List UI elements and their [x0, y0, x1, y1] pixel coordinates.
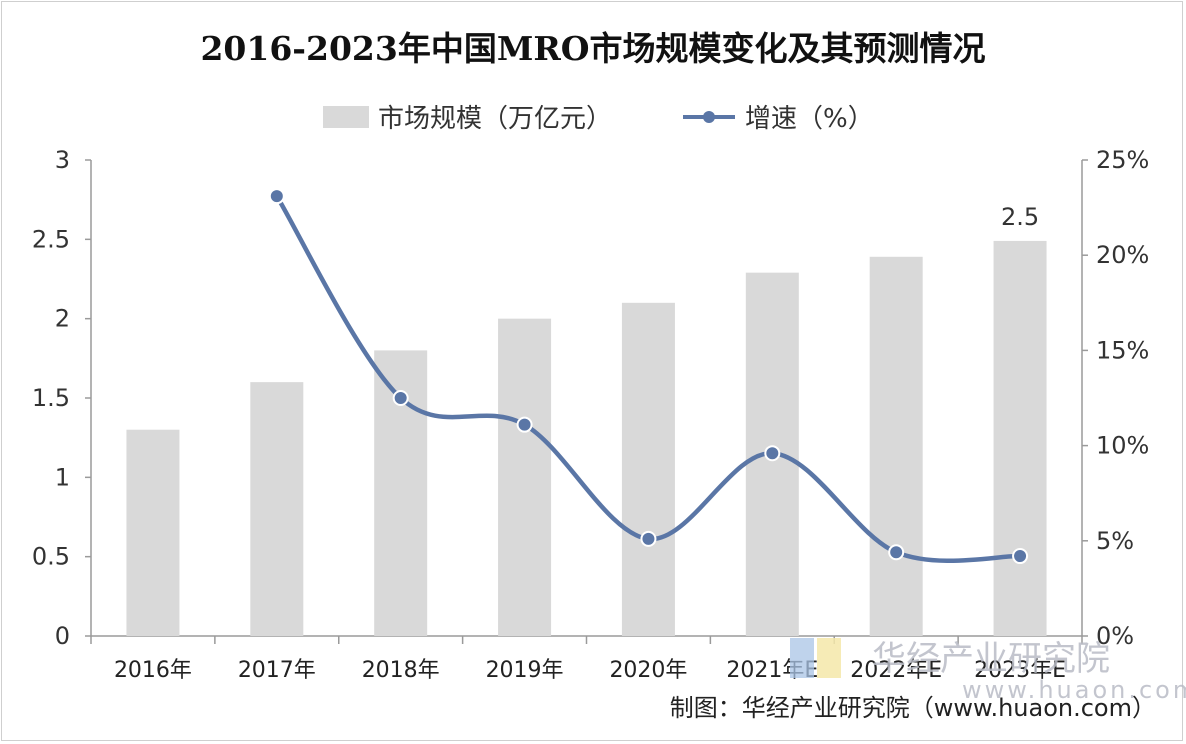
- left-ticks: 0 0.5 1 1.5 2 2.5 3: [32, 146, 91, 650]
- bars: [126, 240, 1047, 637]
- watermark-url: www.huaon.com: [962, 676, 1186, 704]
- left-tick-label: 1: [55, 463, 70, 491]
- growth-point: [764, 445, 781, 462]
- right-tick-label: 15%: [1096, 336, 1149, 364]
- x-tick-label: 2018年: [362, 658, 440, 683]
- bar: [993, 240, 1047, 637]
- x-tick-label: 2020年: [609, 658, 687, 683]
- x-tick-label: 2022年E: [850, 658, 942, 683]
- bar: [498, 318, 552, 636]
- x-tick-label: 2023年E: [974, 658, 1066, 683]
- watermark-logo-left: [790, 638, 814, 678]
- bar: [621, 302, 675, 636]
- right-tick-label: 5%: [1096, 527, 1134, 555]
- x-tick-label: 2019年: [486, 658, 564, 683]
- bar: [250, 382, 304, 636]
- left-tick-label: 0: [55, 622, 70, 650]
- bar: [869, 256, 923, 636]
- bar: [126, 429, 180, 636]
- right-tick-label: 20%: [1096, 241, 1149, 269]
- left-tick-label: 2.5: [32, 225, 70, 253]
- right-tick-label: 10%: [1096, 432, 1149, 460]
- chart-title: 2016-2023年中国MRO市场规模变化及其预测情况: [200, 29, 985, 68]
- legend-line-marker: [703, 111, 715, 123]
- growth-point: [392, 390, 409, 406]
- x-tick-label: 2016年: [114, 658, 192, 683]
- growth-point: [640, 530, 657, 547]
- left-tick-label: 0.5: [32, 543, 70, 571]
- growth-point: [888, 544, 905, 561]
- bar-data-label: 2.5: [1001, 203, 1039, 231]
- left-tick-label: 2: [55, 305, 70, 333]
- growth-point: [268, 188, 285, 205]
- legend: 市场规模（万亿元） 增速（%）: [323, 104, 874, 134]
- legend-line-label: 增速（%）: [745, 104, 874, 134]
- growth-point: [516, 416, 533, 433]
- legend-bar-swatch: [323, 106, 369, 128]
- watermark: 华经产业研究院 www.huaon.com: [790, 638, 1186, 704]
- right-ticks: 0% 5% 10% 15% 20% 25%: [1082, 146, 1149, 650]
- watermark-logo-right: [817, 638, 841, 678]
- legend-bar-label: 市场规模（万亿元）: [378, 104, 612, 134]
- source-text: 制图：华经产业研究院（www.huaon.com）: [670, 694, 1156, 722]
- x-ticks: 2016年 2017年 2018年 2019年 2020年 2021年E 2022年E 202…: [90, 636, 1083, 683]
- left-tick-label: 3: [55, 146, 70, 174]
- data-labels: 2.5: [1001, 203, 1039, 231]
- growth-point: [1012, 548, 1029, 565]
- growth-line-layer: [268, 188, 1029, 565]
- right-tick-label: 0%: [1096, 622, 1134, 650]
- x-tick-label: 2017年: [238, 658, 316, 683]
- left-tick-label: 1.5: [32, 384, 70, 412]
- right-tick-label: 25%: [1096, 146, 1149, 174]
- watermark-name: 华经产业研究院: [872, 639, 1110, 679]
